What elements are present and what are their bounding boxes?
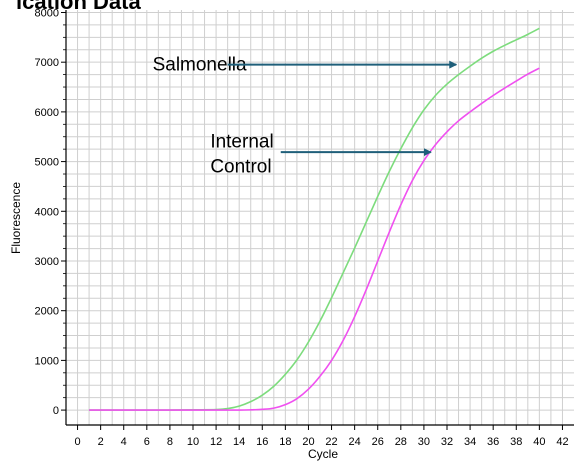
- annotation-line: Internal: [210, 132, 273, 153]
- x-tick-label: 26: [372, 436, 384, 448]
- x-tick-label: 18: [279, 436, 291, 448]
- x-tick-label: 40: [533, 436, 545, 448]
- x-tick-label: 42: [556, 436, 568, 448]
- y-tick-label: 0: [53, 405, 59, 417]
- x-tick-label: 22: [325, 436, 337, 448]
- annotation-label-internal-control: Internal Control: [210, 132, 273, 178]
- x-tick-label: 34: [464, 436, 476, 448]
- grid: [66, 10, 574, 425]
- y-tick-label: 2000: [35, 306, 59, 318]
- x-tick-label: 6: [144, 436, 150, 448]
- x-tick-label: 20: [302, 436, 314, 448]
- x-tick-label: 32: [441, 436, 453, 448]
- x-tick-label: 8: [167, 436, 173, 448]
- y-tick-label: 3000: [35, 256, 59, 268]
- series-line-internal-control: [89, 67, 540, 411]
- x-tick-label: 14: [233, 436, 245, 448]
- annotation-line: Control: [210, 157, 271, 178]
- x-tick-label: 30: [418, 436, 430, 448]
- annotations: Salmonella Internal Control: [153, 55, 458, 178]
- annotation-line: Salmonella: [153, 55, 247, 76]
- x-tick-label: 0: [74, 436, 80, 448]
- y-axis-label: Fluorescence: [9, 182, 23, 254]
- x-tick-label: 16: [256, 436, 268, 448]
- x-tick-label: 10: [187, 436, 199, 448]
- x-tick-label: 4: [121, 436, 127, 448]
- x-tick-label: 24: [349, 436, 361, 448]
- x-axis-label: Cycle: [308, 447, 338, 461]
- y-tick-label: 7000: [35, 57, 59, 69]
- y-tick-label: 8000: [35, 7, 59, 19]
- x-tick-label: 38: [510, 436, 522, 448]
- y-tick-label: 1000: [35, 355, 59, 367]
- y-tick-label: 6000: [35, 107, 59, 119]
- x-tick-label: 28: [395, 436, 407, 448]
- y-tick-label: 4000: [35, 206, 59, 218]
- axes: [61, 10, 574, 430]
- series-lines: [89, 27, 540, 411]
- x-tick-label: 36: [487, 436, 499, 448]
- x-tick-label: 2: [98, 436, 104, 448]
- y-tick-label: 5000: [35, 157, 59, 169]
- page-title: ication Data: [16, 0, 141, 14]
- series-line-salmonella: [89, 27, 540, 411]
- x-tick-label: 12: [210, 436, 222, 448]
- annotation-label-salmonella: Salmonella: [153, 55, 247, 76]
